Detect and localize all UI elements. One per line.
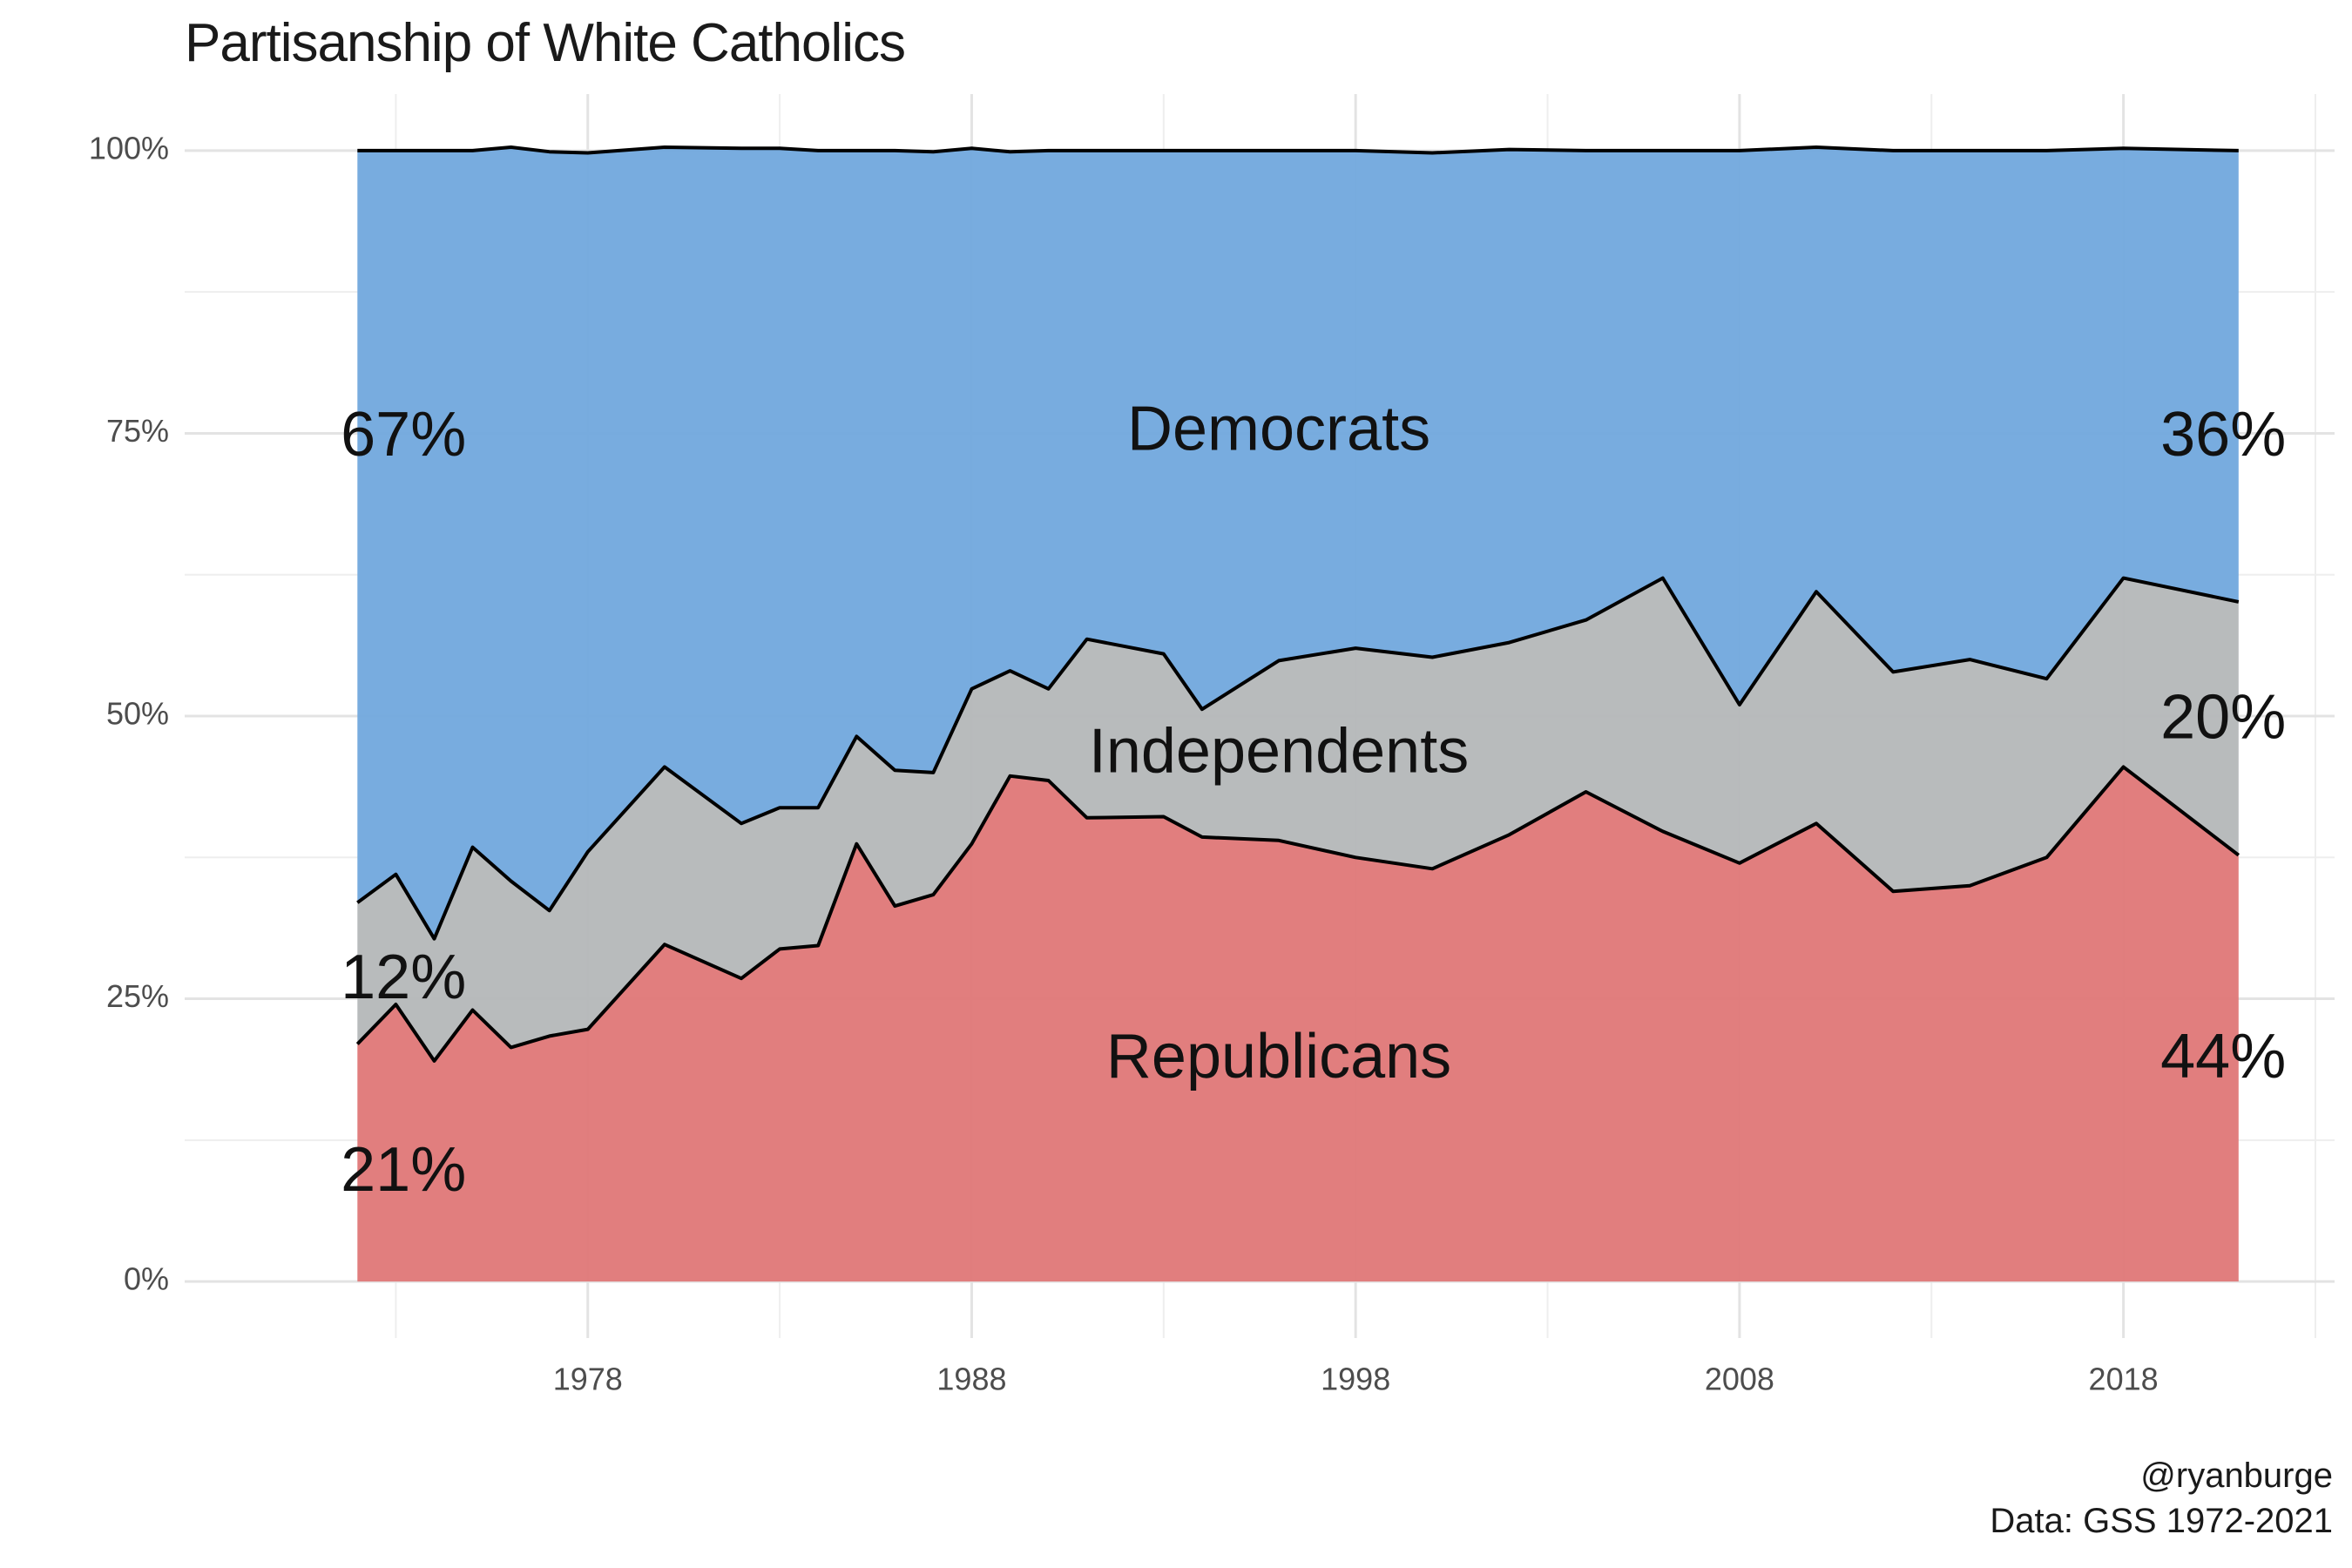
area-label: 67% [341,400,466,470]
area-label: Independents [1089,716,1469,786]
y-axis-ticks: 0% 25% 50% 75% 100% [89,130,169,1296]
boundary-lines [355,145,2240,1063]
boundary-line-independents [356,576,2240,941]
x-tick-label: 2018 [2089,1362,2159,1397]
area-democrats [357,147,2239,939]
caption-author: @ryanburge [2140,1456,2333,1495]
area-label: Democrats [1127,394,1430,463]
y-tick-label: 75% [106,413,169,449]
x-tick-label: 2008 [1705,1362,1774,1397]
area-label: 12% [341,943,466,1012]
area-independents [357,578,2239,1061]
area-republicans [357,767,2239,1282]
chart-title: Partisanship of White Catholics [185,13,906,73]
x-tick-label: 1988 [936,1362,1006,1397]
y-tick-label: 50% [106,696,169,732]
x-axis-ticks: 1978 1988 1998 2008 2018 [553,1362,2159,1397]
boundary-line-republicans [355,765,2240,1063]
chart-caption: @ryanburge Data: GSS 1972-2021 [1990,1453,2333,1544]
x-tick-label: 1978 [553,1362,623,1397]
y-tick-label: 25% [106,978,169,1014]
area-label: 36% [2160,400,2286,470]
area-label: 44% [2160,1022,2286,1092]
y-tick-label: 100% [89,130,169,166]
area-label: 21% [341,1135,466,1205]
y-tick-label: 0% [124,1261,169,1297]
x-tick-label: 1998 [1321,1362,1390,1397]
area-labels: Democrats Independents Republicans 67% 12% 21… [341,394,2286,1204]
area-label: Republicans [1106,1022,1451,1092]
area-layer [357,147,2239,1282]
boundary-line-democrats [357,145,2239,155]
area-label: 20% [2160,683,2286,753]
caption-source: Data: GSS 1972-2021 [1990,1502,2333,1540]
